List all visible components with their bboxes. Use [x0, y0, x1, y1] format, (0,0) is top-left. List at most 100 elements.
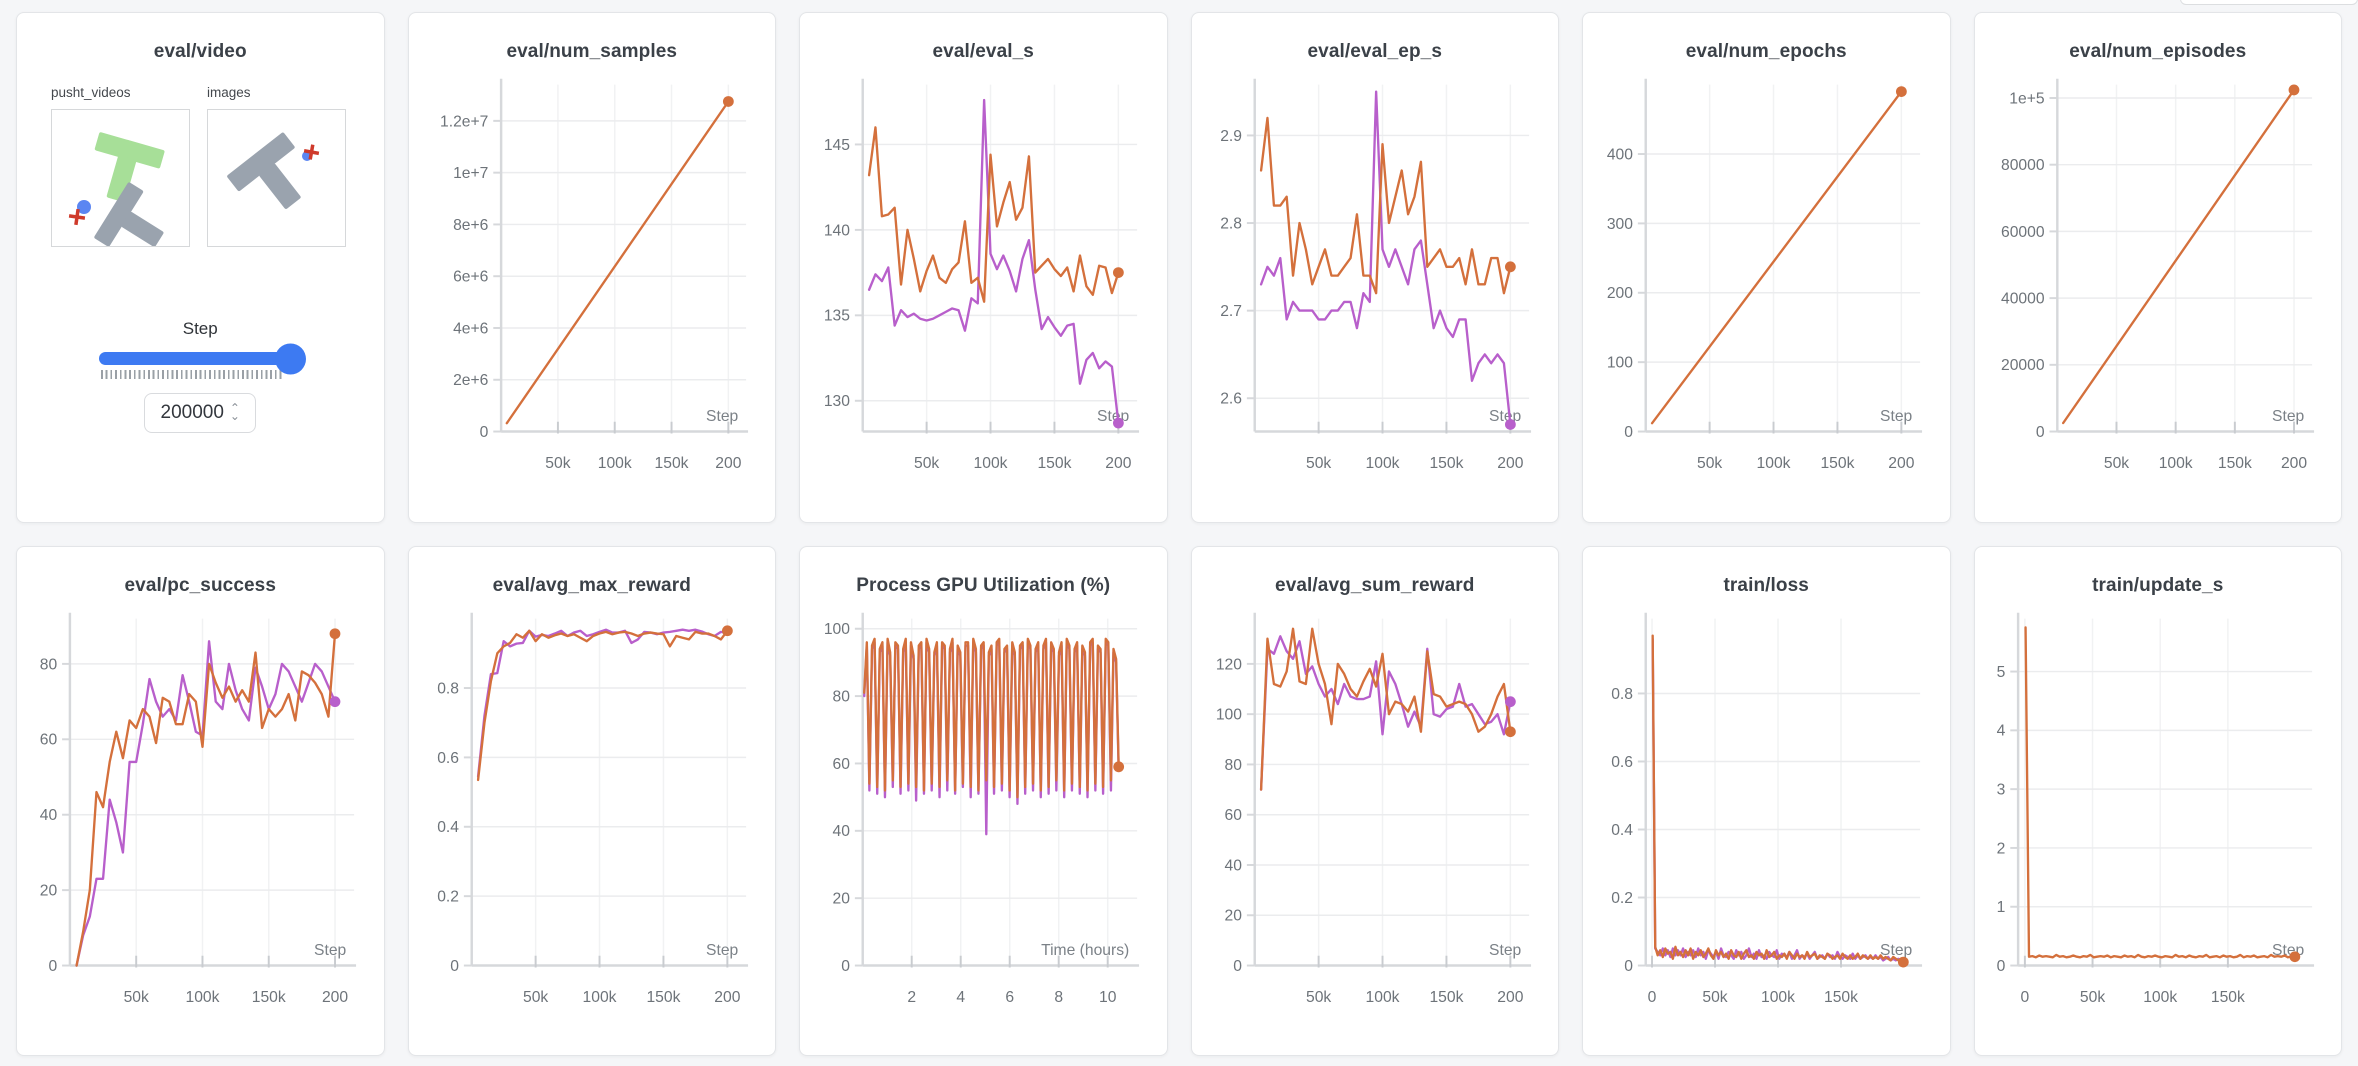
- svg-text:50k: 50k: [523, 988, 548, 1005]
- svg-text:1: 1: [1996, 899, 2005, 916]
- slider-tick-marks: [101, 370, 285, 379]
- chart-panel-eval-avg-max-reward: eval/avg_max_reward 0 0.2 0.4 0.6 0.8 50k 100k…: [407, 545, 776, 1056]
- svg-text:150k: 150k: [1429, 455, 1463, 472]
- image-thumbnail[interactable]: [207, 109, 346, 247]
- svg-text:200: 200: [715, 455, 741, 472]
- chart-canvas-process-gpu-utilization[interactable]: 0 20 40 60 80 100 2 4 6 8 10 Time (hours): [800, 601, 1167, 1032]
- svg-text:0: 0: [1996, 957, 2005, 974]
- svg-text:100: 100: [1215, 706, 1241, 723]
- svg-text:130: 130: [824, 393, 850, 410]
- svg-text:40: 40: [833, 823, 851, 840]
- svg-text:50k: 50k: [124, 988, 149, 1005]
- svg-text:6e+6: 6e+6: [453, 269, 489, 286]
- svg-text:0.4: 0.4: [437, 819, 459, 836]
- chart-panel-eval-eval-s: eval/eval_s 130 135 140 145 50k 100k 150k 200 St…: [799, 12, 1168, 523]
- stepper-down-icon[interactable]: ⌄: [229, 409, 240, 423]
- svg-text:100k: 100k: [1761, 988, 1795, 1005]
- svg-text:40: 40: [40, 807, 58, 824]
- svg-text:0.6: 0.6: [1611, 753, 1633, 770]
- chart-canvas-eval-avg-max-reward[interactable]: 0 0.2 0.4 0.6 0.8 50k 100k 150k 200 Step: [409, 601, 776, 1032]
- svg-text:20000: 20000: [2001, 357, 2045, 374]
- chart-title: eval/eval_ep_s: [1307, 41, 1442, 62]
- svg-text:0: 0: [450, 957, 459, 974]
- svg-text:150k: 150k: [1820, 455, 1854, 472]
- svg-text:Step: Step: [314, 941, 346, 958]
- svg-text:6: 6: [1005, 988, 1014, 1005]
- svg-text:150k: 150k: [252, 988, 286, 1005]
- svg-text:0.4: 0.4: [1611, 821, 1633, 838]
- svg-text:120: 120: [1215, 656, 1241, 673]
- svg-text:145: 145: [824, 137, 850, 154]
- chart-title: eval/avg_max_reward: [492, 574, 691, 596]
- slider-thumb[interactable]: [275, 343, 307, 374]
- chart-title: train/loss: [1723, 574, 1809, 596]
- svg-text:0: 0: [2035, 424, 2044, 441]
- svg-text:1e+5: 1e+5: [2009, 90, 2045, 107]
- svg-text:200: 200: [1105, 455, 1131, 472]
- step-slider[interactable]: [99, 343, 307, 379]
- svg-text:2: 2: [1996, 840, 2005, 857]
- svg-text:200: 200: [2280, 455, 2306, 472]
- svg-text:4: 4: [956, 988, 965, 1005]
- svg-text:150k: 150k: [2210, 988, 2244, 1005]
- svg-text:2: 2: [907, 988, 916, 1005]
- chart-canvas-eval-num-epochs[interactable]: 0 100 200 300 400 50k 100k 150k 200 Step: [1583, 67, 1950, 498]
- pusht-image: [227, 132, 320, 209]
- svg-text:0: 0: [1233, 957, 1242, 974]
- step-slider-label: Step: [182, 319, 218, 338]
- stepper-up-icon[interactable]: ⌃: [229, 401, 240, 415]
- svg-text:Step: Step: [1880, 408, 1912, 425]
- svg-text:40: 40: [1224, 857, 1242, 874]
- svg-text:100k: 100k: [974, 455, 1008, 472]
- svg-text:2.6: 2.6: [1220, 391, 1242, 408]
- svg-text:50k: 50k: [2103, 455, 2128, 472]
- svg-text:150k: 150k: [646, 988, 680, 1005]
- svg-text:Time (hours): Time (hours): [1041, 941, 1129, 958]
- svg-text:0.8: 0.8: [1611, 685, 1633, 702]
- svg-text:Step: Step: [706, 941, 738, 958]
- svg-text:8e+6: 8e+6: [453, 217, 489, 234]
- chart-canvas-eval-eval-ep-s[interactable]: 2.6 2.7 2.8 2.9 50k 100k 150k 200 Step: [1192, 67, 1559, 498]
- svg-text:3: 3: [1996, 781, 2005, 798]
- svg-text:100k: 100k: [2143, 988, 2177, 1005]
- svg-text:100k: 100k: [185, 988, 219, 1005]
- chart-canvas-eval-pc-success[interactable]: 0 20 40 60 80 50k 100k 150k 200 Step: [17, 601, 384, 1032]
- svg-text:100: 100: [824, 621, 850, 638]
- step-value[interactable]: 200000: [160, 402, 224, 423]
- svg-text:0.6: 0.6: [437, 749, 459, 766]
- svg-text:80: 80: [1224, 756, 1242, 773]
- chart-panel-process-gpu-utilization: Process GPU Utilization (%) 0 20 40 60 80 100…: [799, 545, 1168, 1056]
- number-stepper: ⌃ ⌄: [229, 401, 240, 423]
- svg-text:0: 0: [1624, 424, 1633, 441]
- slider-track[interactable]: [99, 343, 307, 374]
- svg-text:2.8: 2.8: [1220, 215, 1242, 232]
- chart-canvas-train-loss[interactable]: 0 0.2 0.4 0.6 0.8 0 50k 100k 150k Step: [1583, 601, 1950, 1032]
- svg-text:50k: 50k: [914, 455, 939, 472]
- svg-text:60: 60: [40, 731, 58, 748]
- svg-text:80000: 80000: [2001, 157, 2045, 174]
- svg-text:0.8: 0.8: [437, 680, 459, 697]
- svg-text:0: 0: [841, 957, 850, 974]
- svg-text:50k: 50k: [1697, 455, 1722, 472]
- svg-text:Step: Step: [2272, 408, 2304, 425]
- svg-text:50k: 50k: [2079, 988, 2104, 1005]
- video-thumbnail-pusht[interactable]: [51, 109, 190, 247]
- chart-panel-train-update-s: train/update_s 0 1 2 3 4 5 0 50k 100k 150k Step: [1973, 545, 2342, 1056]
- pusht-scene-image: [68, 132, 165, 247]
- svg-text:60000: 60000: [2001, 224, 2045, 241]
- step-number-input[interactable]: 200000 ⌃ ⌄: [144, 393, 257, 433]
- chart-canvas-eval-num-episodes[interactable]: 0 20000 40000 60000 80000 1e+5 50k 100k 150k 200 S…: [1975, 67, 2342, 498]
- svg-text:200: 200: [1888, 455, 1914, 472]
- svg-text:200: 200: [714, 988, 740, 1005]
- svg-text:1.2e+7: 1.2e+7: [440, 113, 488, 130]
- svg-text:4: 4: [1996, 722, 2005, 739]
- svg-text:140: 140: [824, 222, 850, 239]
- svg-text:5: 5: [1996, 663, 2005, 680]
- chart-canvas-eval-avg-sum-reward[interactable]: 0 20 40 60 80 100 120 50k 100k 150k 200 Step: [1192, 601, 1559, 1032]
- svg-text:100k: 100k: [582, 988, 616, 1005]
- chart-title: train/update_s: [2092, 574, 2224, 596]
- chart-canvas-eval-num-samples[interactable]: 0 2e+6 4e+6 6e+6 8e+6 1e+7 1.2e+7 50k 100k 150k 20…: [409, 67, 776, 498]
- svg-text:150k: 150k: [1429, 988, 1463, 1005]
